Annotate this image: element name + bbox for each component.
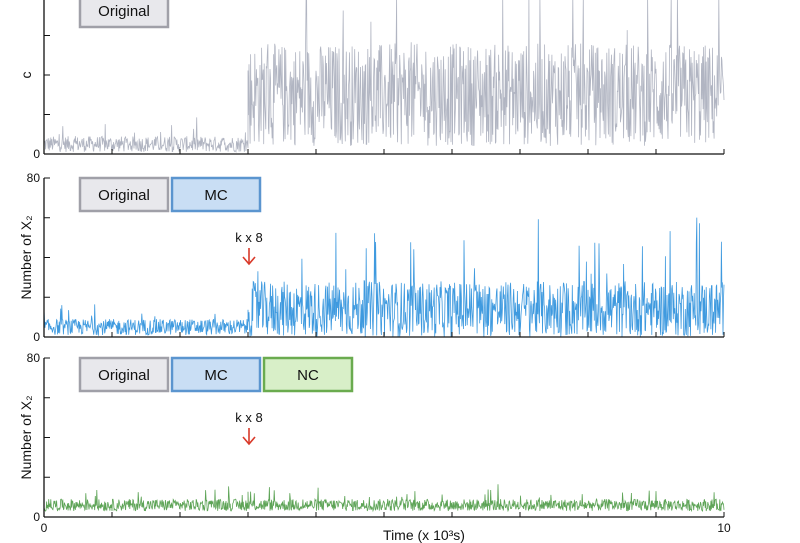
regime-box-label: MC [204, 187, 227, 204]
y-tick-label: 80 [27, 351, 41, 365]
y-tick-label: 80 [27, 171, 41, 185]
annotation-label: k x 8 [235, 410, 262, 425]
annotation-arrowhead [242, 436, 256, 446]
series-trace-3-1 [43, 484, 725, 513]
regime-box-mc [170, 356, 262, 393]
series-trace-2-1 [43, 217, 725, 337]
regime-box-label: Original [98, 3, 150, 20]
series-trace-1-1 [43, 0, 725, 153]
y-tick-label: 0 [33, 147, 40, 161]
regime-box-label: Original [98, 187, 150, 204]
annotation-arrowhead [242, 256, 256, 266]
regime-box-label: NC [297, 367, 319, 384]
x-tick-label: 10 [717, 521, 731, 535]
regime-box-original [78, 176, 170, 213]
y-axis-title: Number of X₂ [18, 215, 34, 299]
regime-box-original [78, 356, 170, 393]
y-axis-title: Number of X₂ [18, 395, 34, 479]
panel-3: 0 80 0 10 Number of X₂ Time (x 10³s) Original M… [18, 351, 731, 543]
y-tick-label: 0 [33, 510, 40, 524]
y-tick-label: 0 [33, 330, 40, 344]
panel-2: 0 80 Number of X₂ Original MC k x 8 [18, 171, 725, 344]
regime-box-original [78, 0, 170, 29]
regime-box-label: MC [204, 367, 227, 384]
y-axis-title: c [18, 72, 34, 79]
panel-1: 0 c Original [18, 0, 725, 161]
regime-box-label: Original [98, 367, 150, 384]
annotation-label: k x 8 [235, 230, 262, 245]
x-axis-title: Time (x 10³s) [383, 527, 465, 543]
regime-box-nc [262, 356, 354, 393]
regime-box-mc [170, 176, 262, 213]
x-tick-label: 0 [41, 521, 48, 535]
